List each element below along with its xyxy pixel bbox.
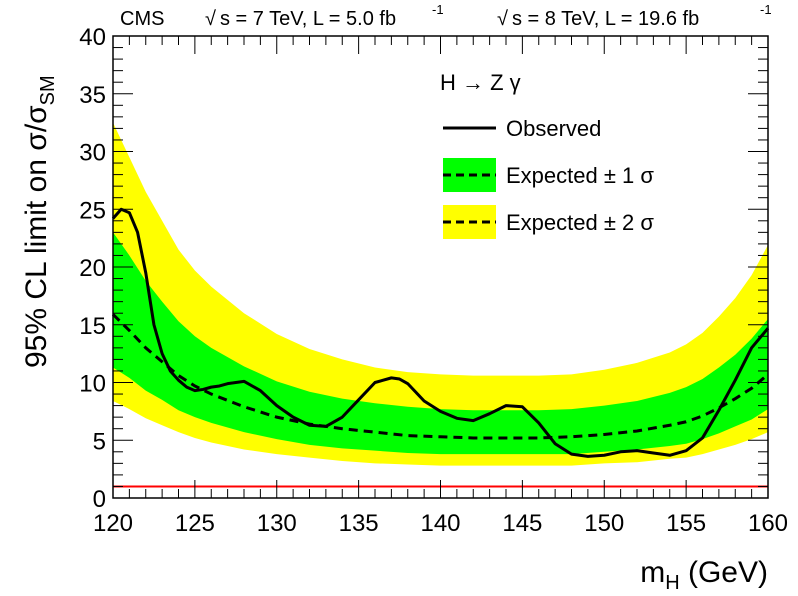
y-tick-label: 10: [79, 371, 106, 398]
lumi-8tev: √ s = 8 TeV, L = 19.6 fb -1: [497, 2, 772, 30]
y-axis-title-sub: SM: [37, 75, 59, 105]
x-tick-label: 145: [502, 510, 542, 537]
x-axis-title-main: m: [640, 556, 665, 589]
y-tick-label: 30: [79, 140, 106, 167]
lumi-8-label: s = 8 TeV, L = 19.6 fb: [512, 8, 699, 30]
y-tick-label: 5: [93, 428, 106, 455]
y-tick-label: 25: [79, 197, 106, 224]
y-axis-title-main: 95% CL limit on σ/σ: [20, 105, 53, 368]
y-tick-label: 20: [79, 255, 106, 282]
x-tick-label: 155: [666, 510, 706, 537]
expected-1sigma-band: [113, 232, 768, 455]
svg-text:95% CL limit on σ/σSM: 95% CL limit on σ/σSM: [20, 75, 59, 368]
x-tick-label: 135: [339, 510, 379, 537]
x-tick-label: 160: [748, 510, 788, 537]
sqrt-7-symbol: √: [205, 8, 216, 30]
legend-title: H → Z γ: [440, 70, 521, 95]
expected-bands: [113, 122, 768, 466]
y-tick-label: 15: [79, 313, 106, 340]
x-tick-label: 140: [420, 510, 460, 537]
lumi-7-sup: -1: [432, 2, 444, 17]
lumi-7tev: √ s = 7 TeV, L = 5.0 fb -1: [205, 2, 444, 30]
x-tick-label: 120: [93, 510, 133, 537]
x-tick-label: 125: [175, 510, 215, 537]
expected-limit-line: [111, 313, 769, 440]
legend-exp2-label: Expected ± 2 σ: [506, 210, 654, 235]
x-axis: 120 125 130 135 140 145 150 155 160: [93, 36, 788, 537]
experiment-label: CMS: [120, 8, 164, 30]
y-tick-label: 35: [79, 82, 106, 109]
legend: H → Z γ Observed Expected ± 1 σ Expected…: [440, 70, 654, 239]
lumi-7-label: s = 7 TeV, L = 5.0 fb: [220, 8, 396, 30]
lumi-8-sup: -1: [760, 2, 772, 17]
y-axis-title: 95% CL limit on σ/σSM: [20, 75, 59, 368]
legend-exp1-label: Expected ± 1 σ: [506, 163, 654, 188]
sqrt-8-symbol: √: [497, 8, 508, 30]
x-axis-title: mH (GeV): [640, 556, 768, 594]
legend-observed-label: Observed: [506, 116, 601, 141]
y-tick-label: 40: [79, 24, 106, 51]
observed-limit-line: [111, 207, 770, 458]
x-tick-label: 130: [257, 510, 297, 537]
x-axis-title-sub: H: [665, 572, 679, 594]
x-tick-label: 150: [584, 510, 624, 537]
y-axis: 0 5 10 15 20 25 30 35 40: [79, 24, 768, 513]
y-tick-label: 0: [93, 486, 106, 513]
expected-2sigma-band: [113, 122, 768, 466]
x-axis-title-unit: (GeV): [680, 556, 768, 589]
